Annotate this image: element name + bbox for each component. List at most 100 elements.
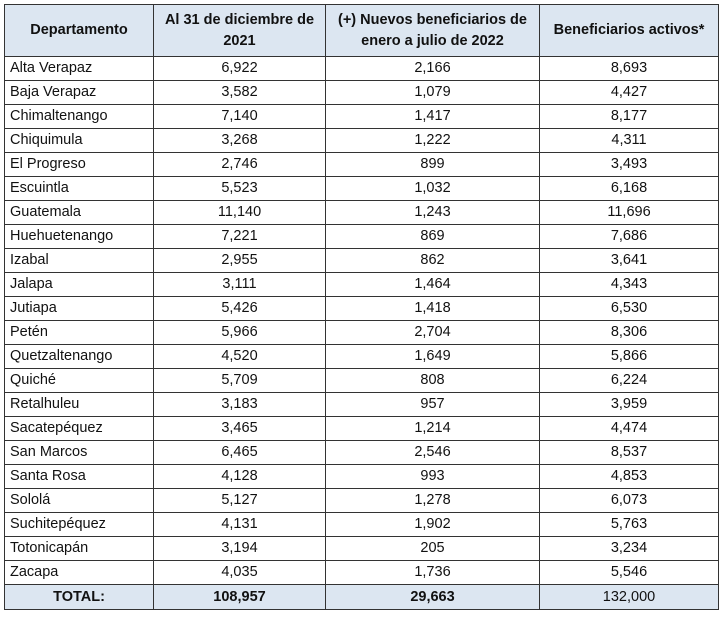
activos-cell: 6,530: [539, 296, 719, 321]
nuevos-2022-cell: 1,032: [325, 176, 540, 201]
table-row: Chimaltenango 7,140 1,417 8,177: [4, 104, 719, 129]
nuevos-2022-cell: 1,417: [325, 104, 540, 129]
departamento-cell: Chimaltenango: [4, 104, 154, 129]
activos-cell: 8,177: [539, 104, 719, 129]
dic-2021-cell: 7,140: [153, 104, 326, 129]
departamento-cell: Suchitepéquez: [4, 512, 154, 537]
total-row: TOTAL: 108,957 29,663 132,000: [4, 584, 719, 610]
activos-cell: 3,641: [539, 248, 719, 273]
departamento-cell: San Marcos: [4, 440, 154, 465]
table-row: Santa Rosa 4,128 993 4,853: [4, 464, 719, 489]
departamento-cell: Sololá: [4, 488, 154, 513]
nuevos-2022-cell: 1,649: [325, 344, 540, 369]
departamento-cell: Jalapa: [4, 272, 154, 297]
table-row: Quetzaltenango 4,520 1,649 5,866: [4, 344, 719, 369]
dic-2021-cell: 4,128: [153, 464, 326, 489]
activos-cell: 3,959: [539, 392, 719, 417]
departamento-cell: Chiquimula: [4, 128, 154, 153]
nuevos-2022-cell: 2,704: [325, 320, 540, 345]
nuevos-2022-cell: 899: [325, 152, 540, 177]
table-row: Baja Verapaz 3,582 1,079 4,427: [4, 80, 719, 105]
dic-2021-cell: 5,966: [153, 320, 326, 345]
departamento-cell: El Progreso: [4, 152, 154, 177]
table-row: Huehuetenango 7,221 869 7,686: [4, 224, 719, 249]
dic-2021-cell: 5,523: [153, 176, 326, 201]
table-row: Sololá 5,127 1,278 6,073: [4, 488, 719, 513]
table-row: Sacatepéquez 3,465 1,214 4,474: [4, 416, 719, 441]
dic-2021-cell: 4,131: [153, 512, 326, 537]
departamento-cell: Huehuetenango: [4, 224, 154, 249]
dic-2021-cell: 3,183: [153, 392, 326, 417]
nuevos-2022-cell: 2,546: [325, 440, 540, 465]
dic-2021-cell: 5,709: [153, 368, 326, 393]
dic-2021-cell: 6,922: [153, 56, 326, 81]
table-row: Jutiapa 5,426 1,418 6,530: [4, 296, 719, 321]
beneficiaries-table: Departamento Al 31 de diciembre de 2021 …: [4, 4, 719, 610]
activos-cell: 3,234: [539, 536, 719, 561]
departamento-cell: Zacapa: [4, 560, 154, 585]
activos-cell: 6,073: [539, 488, 719, 513]
dic-2021-cell: 5,426: [153, 296, 326, 321]
nuevos-2022-cell: 1,418: [325, 296, 540, 321]
departamento-cell: Baja Verapaz: [4, 80, 154, 105]
departamento-cell: Quetzaltenango: [4, 344, 154, 369]
dic-2021-cell: 3,194: [153, 536, 326, 561]
header-dic-2021: Al 31 de diciembre de 2021: [153, 4, 326, 57]
dic-2021-cell: 3,465: [153, 416, 326, 441]
total-label: TOTAL:: [4, 584, 154, 610]
total-activos: 132,000: [539, 584, 719, 610]
table-body: Alta Verapaz 6,922 2,166 8,693 Baja Verapaz 3…: [4, 56, 719, 585]
table-row: Zacapa 4,035 1,736 5,546: [4, 560, 719, 585]
table-row: San Marcos 6,465 2,546 8,537: [4, 440, 719, 465]
activos-cell: 5,866: [539, 344, 719, 369]
activos-cell: 8,693: [539, 56, 719, 81]
nuevos-2022-cell: 1,079: [325, 80, 540, 105]
table-row: Chiquimula 3,268 1,222 4,311: [4, 128, 719, 153]
nuevos-2022-cell: 808: [325, 368, 540, 393]
nuevos-2022-cell: 1,736: [325, 560, 540, 585]
nuevos-2022-cell: 869: [325, 224, 540, 249]
table-row: El Progreso 2,746 899 3,493: [4, 152, 719, 177]
activos-cell: 6,224: [539, 368, 719, 393]
nuevos-2022-cell: 1,214: [325, 416, 540, 441]
dic-2021-cell: 6,465: [153, 440, 326, 465]
dic-2021-cell: 3,268: [153, 128, 326, 153]
departamento-cell: Alta Verapaz: [4, 56, 154, 81]
dic-2021-cell: 4,520: [153, 344, 326, 369]
table-row: Retalhuleu 3,183 957 3,959: [4, 392, 719, 417]
departamento-cell: Petén: [4, 320, 154, 345]
dic-2021-cell: 5,127: [153, 488, 326, 513]
departamento-cell: Sacatepéquez: [4, 416, 154, 441]
departamento-cell: Retalhuleu: [4, 392, 154, 417]
table-row: Totonicapán 3,194 205 3,234: [4, 536, 719, 561]
nuevos-2022-cell: 1,902: [325, 512, 540, 537]
departamento-cell: Jutiapa: [4, 296, 154, 321]
activos-cell: 8,306: [539, 320, 719, 345]
nuevos-2022-cell: 2,166: [325, 56, 540, 81]
activos-cell: 4,427: [539, 80, 719, 105]
nuevos-2022-cell: 862: [325, 248, 540, 273]
activos-cell: 4,474: [539, 416, 719, 441]
table-row: Jalapa 3,111 1,464 4,343: [4, 272, 719, 297]
header-row: Departamento Al 31 de diciembre de 2021 …: [4, 4, 719, 57]
activos-cell: 7,686: [539, 224, 719, 249]
table-row: Escuintla 5,523 1,032 6,168: [4, 176, 719, 201]
nuevos-2022-cell: 1,222: [325, 128, 540, 153]
dic-2021-cell: 3,111: [153, 272, 326, 297]
dic-2021-cell: 2,955: [153, 248, 326, 273]
nuevos-2022-cell: 1,464: [325, 272, 540, 297]
table-row: Guatemala 11,140 1,243 11,696: [4, 200, 719, 225]
table-row: Quiché 5,709 808 6,224: [4, 368, 719, 393]
table-row: Alta Verapaz 6,922 2,166 8,693: [4, 56, 719, 81]
activos-cell: 6,168: [539, 176, 719, 201]
nuevos-2022-cell: 1,243: [325, 200, 540, 225]
activos-cell: 5,763: [539, 512, 719, 537]
header-nuevos-2022: (+) Nuevos beneficiarios de enero a juli…: [325, 4, 540, 57]
nuevos-2022-cell: 957: [325, 392, 540, 417]
total-dic-2021: 108,957: [153, 584, 326, 610]
nuevos-2022-cell: 993: [325, 464, 540, 489]
nuevos-2022-cell: 1,278: [325, 488, 540, 513]
dic-2021-cell: 7,221: [153, 224, 326, 249]
total-nuevos-2022: 29,663: [325, 584, 540, 610]
dic-2021-cell: 2,746: [153, 152, 326, 177]
